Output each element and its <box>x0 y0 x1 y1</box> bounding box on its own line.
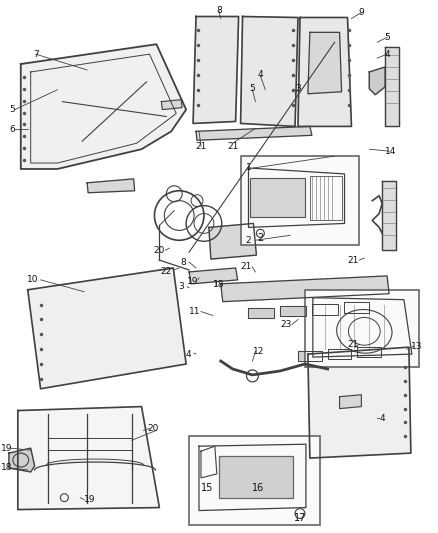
Text: 23: 23 <box>280 320 292 329</box>
Text: 20: 20 <box>154 246 165 255</box>
Polygon shape <box>312 304 338 314</box>
Polygon shape <box>298 18 351 126</box>
Text: 21: 21 <box>227 142 238 151</box>
Text: 16: 16 <box>252 483 265 493</box>
Text: 22: 22 <box>161 268 172 277</box>
Text: 4: 4 <box>379 414 385 423</box>
Text: 13: 13 <box>411 342 423 351</box>
Polygon shape <box>196 126 312 140</box>
Text: 3: 3 <box>178 282 184 292</box>
Text: 5: 5 <box>9 105 15 114</box>
Text: 7: 7 <box>33 50 39 59</box>
Text: 19: 19 <box>187 277 199 286</box>
Polygon shape <box>385 47 399 126</box>
Text: 10: 10 <box>27 276 39 285</box>
Bar <box>251 178 305 217</box>
Text: 3: 3 <box>295 84 301 93</box>
Polygon shape <box>369 67 385 95</box>
Polygon shape <box>201 446 217 478</box>
Text: 19: 19 <box>85 495 96 504</box>
Text: 21: 21 <box>195 142 207 151</box>
Polygon shape <box>357 347 381 357</box>
Polygon shape <box>280 305 306 317</box>
Text: 21: 21 <box>348 255 359 264</box>
Polygon shape <box>189 268 237 284</box>
Text: 21: 21 <box>348 340 359 349</box>
Polygon shape <box>248 168 345 228</box>
Polygon shape <box>87 179 134 193</box>
Polygon shape <box>21 44 186 169</box>
Text: 5: 5 <box>384 33 390 42</box>
Polygon shape <box>28 268 186 389</box>
Text: 15: 15 <box>201 483 213 493</box>
Text: 4: 4 <box>185 350 191 359</box>
Text: 2: 2 <box>257 233 264 243</box>
Polygon shape <box>308 33 342 94</box>
Bar <box>189 437 320 526</box>
Polygon shape <box>18 407 159 510</box>
Bar <box>310 176 342 221</box>
Polygon shape <box>240 17 298 126</box>
Text: 4: 4 <box>258 70 263 79</box>
Text: 21: 21 <box>241 262 252 271</box>
Text: 1: 1 <box>246 164 251 173</box>
Text: 5: 5 <box>250 84 255 93</box>
Polygon shape <box>328 349 351 359</box>
Polygon shape <box>161 100 182 110</box>
Polygon shape <box>339 395 361 409</box>
Polygon shape <box>199 444 306 511</box>
Text: 8: 8 <box>216 6 222 15</box>
Polygon shape <box>298 351 322 361</box>
Polygon shape <box>221 276 389 302</box>
Polygon shape <box>308 347 411 458</box>
Text: 18: 18 <box>213 280 225 289</box>
Polygon shape <box>343 302 369 312</box>
Text: 19: 19 <box>1 443 13 453</box>
Polygon shape <box>248 308 274 319</box>
Polygon shape <box>9 448 35 472</box>
Polygon shape <box>193 17 239 124</box>
Text: 14: 14 <box>385 147 397 156</box>
Text: 8: 8 <box>180 257 186 266</box>
Text: 11: 11 <box>189 307 201 316</box>
Bar <box>219 456 293 498</box>
Text: 9: 9 <box>358 8 364 17</box>
Polygon shape <box>313 298 412 357</box>
Bar <box>240 156 360 245</box>
Bar <box>305 290 419 367</box>
Text: 20: 20 <box>148 424 159 433</box>
Text: 4: 4 <box>384 50 390 59</box>
Text: 12: 12 <box>253 346 264 356</box>
Text: 6: 6 <box>9 125 15 134</box>
Text: 17: 17 <box>294 513 306 523</box>
Text: 18: 18 <box>1 464 13 472</box>
Text: 2: 2 <box>246 236 251 245</box>
Polygon shape <box>209 223 256 259</box>
Polygon shape <box>382 181 396 250</box>
